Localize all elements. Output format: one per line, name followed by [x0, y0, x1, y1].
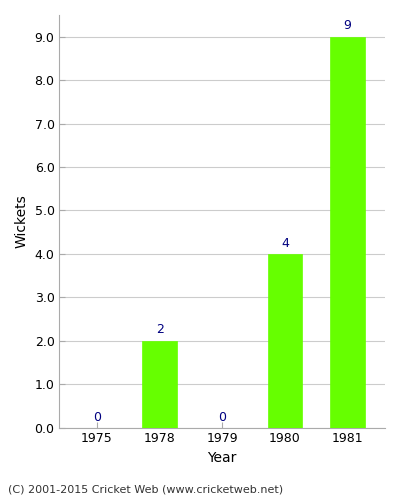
Text: 4: 4 — [281, 236, 289, 250]
Text: 0: 0 — [93, 411, 101, 424]
X-axis label: Year: Year — [208, 451, 237, 465]
Bar — [330, 36, 365, 428]
Text: (C) 2001-2015 Cricket Web (www.cricketweb.net): (C) 2001-2015 Cricket Web (www.cricketwe… — [8, 485, 283, 495]
Y-axis label: Wickets: Wickets — [15, 194, 29, 248]
Bar — [268, 254, 302, 428]
Text: 9: 9 — [344, 20, 351, 32]
Text: 2: 2 — [156, 324, 164, 336]
Text: 0: 0 — [218, 411, 226, 424]
Bar — [142, 340, 177, 428]
